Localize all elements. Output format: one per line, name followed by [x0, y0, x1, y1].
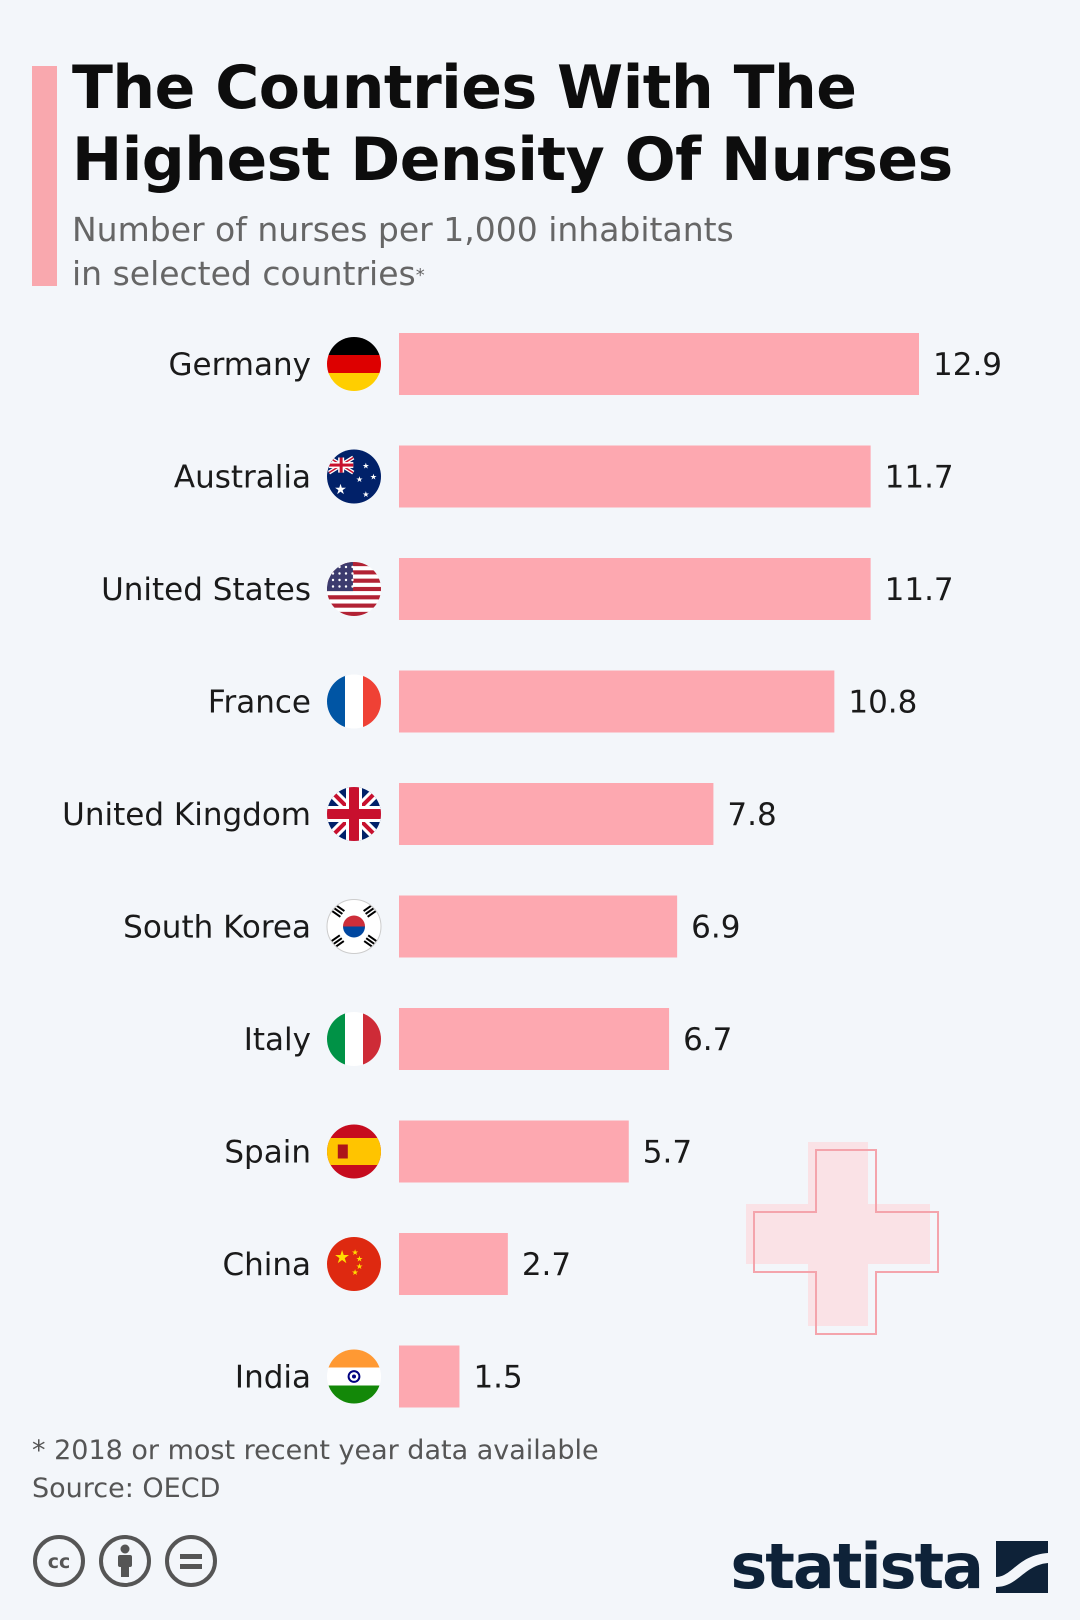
bar-row: Germany 12.9: [169, 333, 1002, 395]
bar-row: Italy 6.7: [244, 1008, 732, 1070]
bar: [399, 445, 871, 508]
united-kingdom-flag-icon: [327, 787, 381, 841]
license-icons: cc: [32, 1534, 218, 1588]
bar-row: France 10.8: [208, 670, 917, 733]
value-label: 12.9: [933, 347, 1002, 383]
value-label: 11.7: [885, 460, 954, 496]
bar: [399, 1345, 460, 1408]
value-label: 5.7: [643, 1135, 692, 1171]
category-label: Germany: [169, 347, 311, 383]
france-flag-icon: [327, 674, 381, 729]
category-label: United States: [101, 572, 311, 608]
svg-text:★: ★: [356, 475, 363, 484]
category-label: Australia: [174, 460, 311, 496]
value-label: 2.7: [522, 1247, 571, 1283]
medical-cross-icon: [746, 1142, 939, 1335]
subtitle: Number of nurses per 1,000 inhabitants i…: [72, 208, 872, 296]
no-derivatives-icon[interactable]: [164, 1534, 218, 1588]
south-korea-flag-icon: [326, 899, 382, 954]
subtitle-line-2: in selected countries: [72, 254, 416, 293]
statista-logo[interactable]: statista: [730, 1530, 1048, 1603]
subtitle-line-1: Number of nurses per 1,000 inhabitants: [72, 210, 734, 249]
source-note: Source: OECD: [32, 1473, 221, 1504]
value-label: 6.9: [691, 910, 740, 946]
spain-flag-icon: [327, 1124, 381, 1179]
attribution-icon[interactable]: [98, 1534, 152, 1588]
value-label: 10.8: [848, 685, 917, 721]
svg-text:★: ★: [356, 1255, 363, 1264]
svg-text:★: ★: [362, 490, 369, 499]
bar: [399, 783, 714, 845]
bar-row: Spain 5.7: [224, 1120, 692, 1183]
germany-flag-icon: [327, 337, 381, 391]
svg-text:★: ★: [351, 1268, 358, 1277]
svg-text:★: ★: [334, 1247, 350, 1268]
category-label: France: [208, 685, 311, 721]
bar: [399, 558, 871, 620]
india-flag-icon: [327, 1349, 381, 1404]
category-label: South Korea: [123, 910, 311, 946]
category-label: Italy: [244, 1022, 311, 1058]
statista-logo-icon: [996, 1540, 1048, 1593]
cc-icon[interactable]: cc: [32, 1534, 86, 1588]
svg-text:★: ★: [334, 482, 347, 498]
subtitle-footnote-mark: *: [415, 265, 425, 286]
bar: [399, 895, 678, 958]
category-label: United Kingdom: [62, 797, 311, 833]
bar-row: United States 11.7: [101, 558, 954, 620]
bar-row: India 1.5: [235, 1345, 523, 1408]
value-label: 11.7: [885, 572, 954, 608]
united-states-flag-icon: [327, 562, 381, 616]
australia-flag-icon: ★★★★★: [327, 449, 381, 504]
bar-row: China ★ ★★★★ 2.7: [222, 1233, 571, 1295]
svg-text:★: ★: [362, 462, 369, 471]
svg-text:cc: cc: [48, 1551, 71, 1573]
bar: [399, 1008, 670, 1070]
china-flag-icon: ★ ★★★★: [327, 1237, 381, 1291]
bar-row: South Korea 6.9: [123, 895, 740, 958]
bar-row: United Kingdom 7.8: [62, 783, 777, 845]
title-accent-bar: [32, 66, 57, 286]
value-label: 1.5: [473, 1360, 522, 1396]
category-label: China: [222, 1247, 311, 1283]
footnote: * 2018 or most recent year data availabl…: [32, 1435, 599, 1466]
page-title: The Countries With The Highest Density O…: [72, 53, 953, 195]
svg-text:★: ★: [351, 1248, 358, 1257]
bar: [399, 1233, 508, 1295]
bar-row: Australia ★★★★★ 11.7: [174, 445, 954, 508]
svg-text:★: ★: [356, 1262, 363, 1271]
value-label: 6.7: [683, 1022, 732, 1058]
bar: [399, 1120, 629, 1183]
category-label: India: [235, 1360, 311, 1396]
logo-text: statista: [730, 1530, 984, 1603]
italy-flag-icon: [327, 1012, 381, 1066]
value-label: 7.8: [727, 797, 776, 833]
bar: [399, 670, 835, 733]
category-label: Spain: [224, 1135, 311, 1171]
svg-text:★: ★: [370, 473, 377, 482]
bar: [399, 333, 919, 395]
